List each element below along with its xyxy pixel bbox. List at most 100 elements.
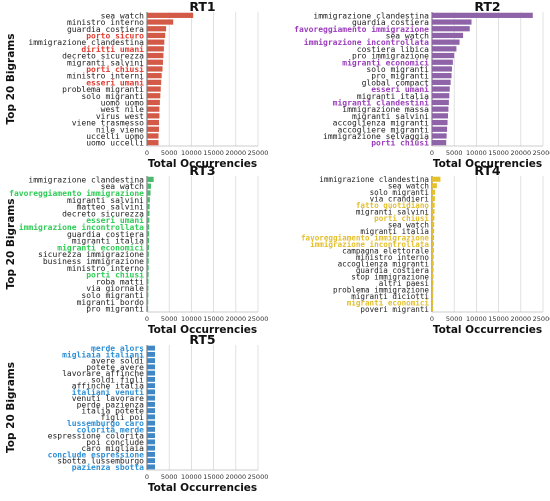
bar bbox=[147, 12, 194, 18]
bar bbox=[147, 376, 155, 382]
bar bbox=[147, 299, 149, 305]
x-tick-label: 20000 bbox=[510, 315, 531, 323]
bar bbox=[147, 244, 149, 251]
category-label: pro migranti bbox=[371, 72, 429, 81]
category-label: ministro interno bbox=[67, 18, 144, 27]
bar bbox=[147, 190, 151, 196]
bar bbox=[432, 119, 448, 126]
category-label: sicurezza immigrazione bbox=[38, 250, 144, 259]
bar bbox=[147, 285, 149, 291]
category-label: uomo uccelli bbox=[86, 139, 144, 148]
bar bbox=[432, 228, 435, 234]
category-label: migranti economici bbox=[57, 242, 144, 252]
bar bbox=[147, 265, 149, 271]
bar bbox=[432, 293, 434, 299]
x-tick-label: 25000 bbox=[248, 315, 269, 323]
category-label: favoreggiamento immigrazione bbox=[301, 234, 429, 243]
bar bbox=[432, 280, 434, 286]
bar bbox=[147, 183, 151, 189]
x-tick-label: 10000 bbox=[466, 315, 487, 323]
bar bbox=[147, 358, 155, 364]
bar bbox=[147, 395, 155, 401]
category-label: migranti economici bbox=[347, 298, 430, 307]
bar bbox=[432, 222, 435, 228]
category-label: migranti salvini bbox=[356, 208, 430, 217]
category-label: uccelli uomo bbox=[86, 132, 144, 141]
chart-title: RT1 bbox=[189, 0, 215, 14]
bar bbox=[432, 32, 464, 39]
x-tick-label: 15000 bbox=[203, 149, 224, 157]
category-label: sea watch bbox=[101, 182, 145, 191]
category-label: virus west bbox=[96, 112, 144, 121]
bar bbox=[432, 183, 437, 189]
category-label: solo migranti bbox=[81, 92, 144, 101]
x-tick-label: 0 bbox=[145, 149, 149, 157]
category-label: poveri migranti bbox=[360, 305, 429, 314]
bar bbox=[432, 215, 435, 221]
bar bbox=[432, 86, 450, 92]
bar bbox=[147, 52, 164, 59]
bar bbox=[147, 426, 155, 432]
category-label: venuti lavorare bbox=[72, 394, 144, 403]
bar bbox=[432, 133, 447, 139]
category-label: campagna elettorale bbox=[342, 246, 429, 255]
bar bbox=[432, 113, 448, 119]
category-label: diritti umani bbox=[81, 44, 144, 54]
bar bbox=[432, 189, 436, 195]
bar bbox=[147, 26, 167, 32]
category-label: ministro interno bbox=[356, 253, 430, 262]
category-label: potete avere bbox=[86, 363, 144, 372]
bar bbox=[147, 119, 159, 126]
category-label: decreto sicurezza bbox=[62, 209, 144, 218]
category-label: migranti clandestini bbox=[333, 97, 430, 107]
category-label: solo migranti bbox=[370, 188, 430, 197]
category-label: immigrazione clandestina bbox=[313, 11, 429, 20]
bar bbox=[147, 414, 155, 420]
bar bbox=[432, 93, 450, 99]
bar bbox=[147, 32, 166, 39]
bar bbox=[147, 203, 150, 210]
category-label: conclude espressione bbox=[48, 449, 145, 459]
chart-title: RT3 bbox=[189, 163, 215, 178]
category-label: fatto quotidiano bbox=[356, 201, 430, 210]
bar bbox=[147, 197, 150, 203]
bar bbox=[147, 99, 160, 106]
bar bbox=[147, 66, 163, 72]
x-axis-label: Total Occurrencies bbox=[433, 158, 542, 170]
bar bbox=[147, 251, 149, 257]
bar bbox=[432, 46, 457, 52]
category-label: porti chiusi bbox=[86, 270, 144, 280]
bar bbox=[147, 86, 161, 92]
category-label: sbotta lussemburgo bbox=[57, 457, 144, 466]
bar bbox=[147, 364, 155, 370]
category-label: esseri umani bbox=[86, 77, 144, 87]
x-tick-label: 0 bbox=[145, 473, 149, 481]
category-label: roba matti bbox=[96, 277, 144, 286]
bar bbox=[432, 59, 453, 65]
x-tick-label: 10000 bbox=[181, 149, 202, 157]
bar bbox=[147, 133, 159, 139]
bar bbox=[432, 12, 533, 18]
x-tick-label: 0 bbox=[430, 149, 434, 157]
category-label: accoglienza migranti bbox=[338, 259, 430, 268]
category-label: italiani venuti bbox=[72, 387, 144, 397]
category-label: sea watch bbox=[388, 221, 429, 230]
x-tick-label: 5000 bbox=[161, 315, 178, 323]
category-label: sea watch bbox=[101, 11, 145, 20]
x-tick-label: 20000 bbox=[225, 315, 246, 323]
x-tick-label: 10000 bbox=[466, 149, 487, 157]
category-label: migranti economici bbox=[342, 57, 429, 67]
category-label: guardia costiera bbox=[356, 266, 429, 275]
category-label: migranti diciotti bbox=[351, 292, 429, 301]
chart-title: RT5 bbox=[189, 332, 215, 347]
x-tick-label: 5000 bbox=[161, 149, 178, 157]
bar bbox=[432, 196, 435, 202]
category-label: migranti salvini bbox=[67, 58, 144, 67]
bar bbox=[432, 234, 435, 241]
bar bbox=[147, 231, 150, 237]
